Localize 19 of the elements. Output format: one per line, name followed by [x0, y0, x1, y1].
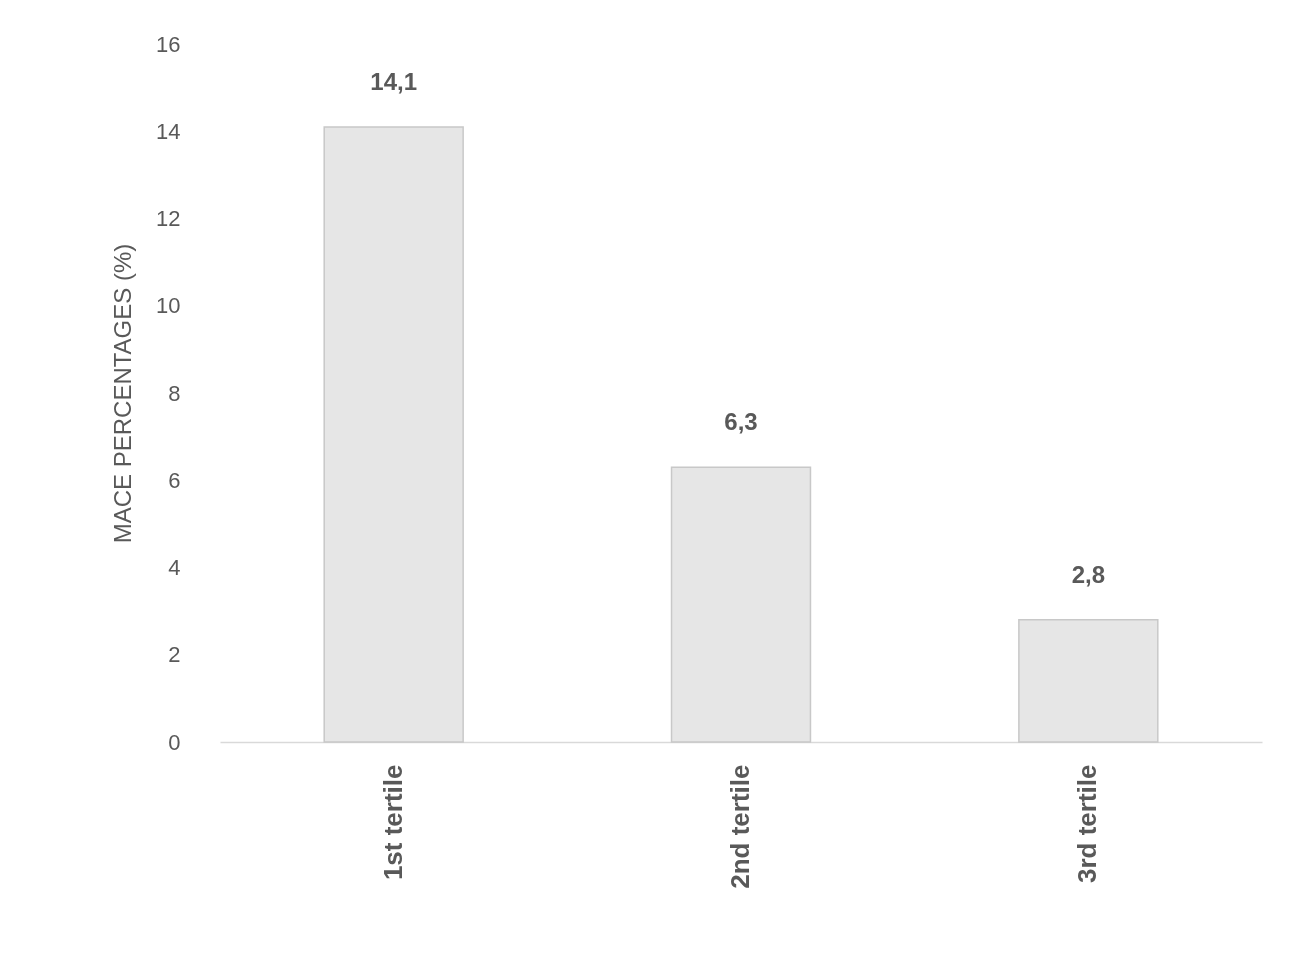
bar	[670, 466, 812, 743]
data-label: 6,3	[724, 408, 758, 436]
y-tick-label: 4	[168, 555, 181, 580]
bar	[323, 126, 464, 743]
y-tick-label: 10	[156, 293, 181, 319]
data-label: 14,1	[370, 67, 418, 95]
y-tick-label: 2	[168, 642, 181, 668]
x-tick-label: 2nd tertile	[725, 764, 755, 889]
y-tick-label: 6	[168, 467, 181, 493]
y-tick-label: 0	[168, 729, 181, 755]
y-tick-label: 16	[156, 31, 181, 57]
y-axis-title: MACE PERCENTAGES (%)	[109, 243, 137, 544]
y-tick-label: 12	[156, 206, 181, 231]
bar	[1018, 619, 1159, 743]
x-tick-label: 3rd tertile	[1072, 764, 1103, 883]
x-tick-label: 1st tertile	[377, 764, 408, 881]
y-tick-label: 8	[168, 380, 181, 406]
data-label: 2,8	[1071, 560, 1106, 588]
y-tick-label: 14	[156, 118, 181, 144]
